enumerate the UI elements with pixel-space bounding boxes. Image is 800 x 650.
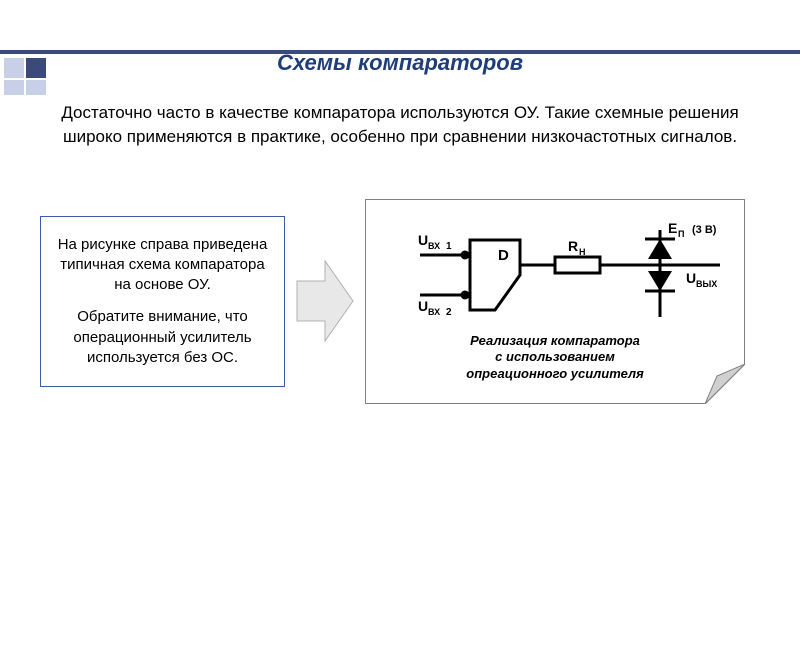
page-curl-icon <box>705 364 745 404</box>
svg-text:E: E <box>668 220 677 236</box>
svg-text:ВХ: ВХ <box>428 307 440 317</box>
left-p2: Обратите внимание, что операционный усил… <box>53 307 272 368</box>
description-box: На рисунке справа приведена типичная схе… <box>40 216 285 388</box>
svg-text:D: D <box>498 247 509 264</box>
svg-text:П: П <box>678 229 684 239</box>
svg-text:ВЫХ: ВЫХ <box>696 279 717 289</box>
intro-text: Достаточно часто в качестве компаратора … <box>60 101 740 149</box>
circuit-box: U ВХ 1 U ВХ 2 D R Н E П (3 В) U ВЫХ Реал… <box>365 199 745 405</box>
content-row: На рисунке справа приведена типичная схе… <box>0 199 800 405</box>
caption-l3: опреационного усилителя <box>466 366 643 381</box>
svg-text:1: 1 <box>446 241 452 252</box>
svg-text:R: R <box>568 238 578 254</box>
svg-text:U: U <box>686 270 696 286</box>
svg-text:ВХ: ВХ <box>428 241 440 251</box>
arrow-icon <box>295 251 355 351</box>
corner-decoration <box>0 50 800 95</box>
svg-text:(3 В): (3 В) <box>692 224 717 236</box>
svg-text:U: U <box>418 232 428 248</box>
svg-text:U: U <box>418 298 428 314</box>
svg-text:2: 2 <box>446 307 452 318</box>
circuit-diagram: U ВХ 1 U ВХ 2 D R Н E П (3 В) U ВЫХ <box>380 215 730 325</box>
left-p1: На рисунке справа приведена типичная схе… <box>53 235 272 296</box>
caption-l1: Реализация компаратора <box>470 333 640 348</box>
caption-l2: с использованием <box>495 349 615 364</box>
svg-text:Н: Н <box>579 247 586 257</box>
circuit-caption: Реализация компаратора с использованием … <box>376 333 734 384</box>
